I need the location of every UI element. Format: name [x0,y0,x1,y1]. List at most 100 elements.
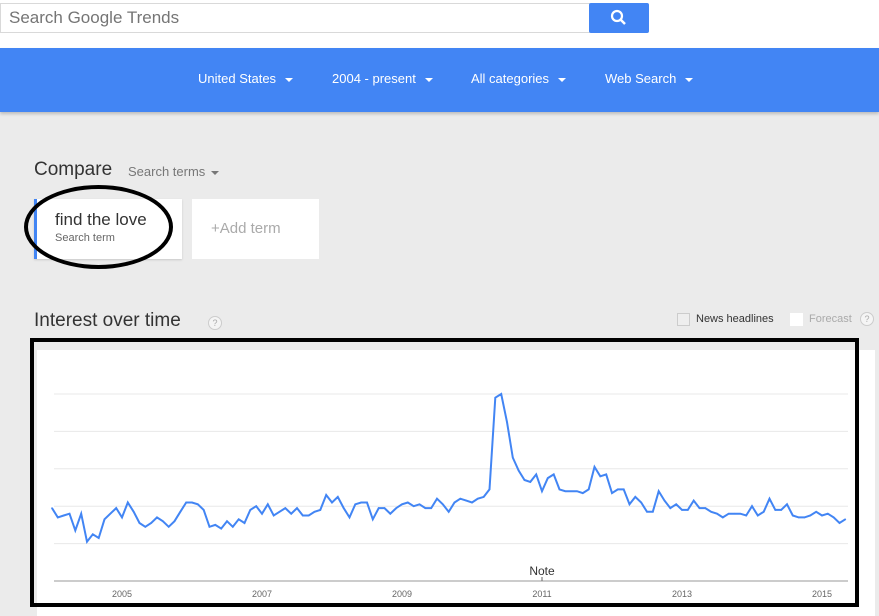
dropdown-caret-icon [211,170,220,175]
data-point [727,512,730,515]
data-point [389,512,392,515]
filter-time[interactable]: 2004 - present [332,71,433,86]
filter-category[interactable]: All categories [471,71,567,86]
data-point [792,514,794,517]
data-point [197,503,199,506]
forecast-help-icon[interactable]: ? [860,312,874,326]
data-point [267,503,269,506]
filter-label: Web Search [605,71,677,86]
data-point [809,514,812,517]
data-point [156,516,158,519]
data-point [815,511,817,513]
compare-title: Compare [34,159,113,180]
data-point [342,507,345,509]
data-point [512,456,514,459]
data-point [366,501,368,504]
data-point [214,524,217,526]
data-point [92,533,94,536]
data-point [535,473,537,476]
data-point [412,505,415,508]
search-input[interactable] [0,3,590,33]
data-point [191,501,193,504]
data-point [68,512,71,515]
data-point [704,507,707,509]
annotation-ellipse [24,185,173,269]
news-headlines-checkbox[interactable] [677,313,690,326]
data-point [173,520,176,522]
data-point [243,522,246,524]
data-point [652,511,654,513]
data-point [325,494,327,496]
data-point [745,514,747,517]
data-point [255,505,257,508]
data-point [302,514,304,517]
data-point [827,512,829,515]
data-point [395,507,397,509]
forecast-label: Forecast [809,313,852,325]
data-point [150,522,152,524]
data-point [80,512,82,515]
data-point [611,492,613,494]
data-point [226,520,228,522]
data-point [488,488,491,491]
data-point [698,507,701,509]
data-point [506,421,508,423]
news-headlines-label: News headlines [696,313,774,325]
data-point [319,509,322,511]
data-point [739,512,742,515]
forecast-checkbox[interactable] [790,313,803,326]
data-point [622,488,625,491]
data-point [296,507,298,509]
data-point [482,496,485,498]
data-point [202,509,205,511]
data-point [774,509,777,511]
search-icon [610,9,626,25]
dropdown-caret-icon [285,77,294,82]
dropdown-caret-icon [685,77,694,82]
add-term-button[interactable]: +Add term [192,199,319,259]
search-button[interactable] [589,3,649,33]
filter-search-type[interactable]: Web Search [605,71,694,86]
data-point [383,507,386,509]
data-point [523,479,526,481]
data-point [436,497,438,500]
data-point [821,514,823,517]
data-point [634,496,637,498]
data-point [424,507,427,509]
data-point [529,481,532,483]
data-point [751,505,753,508]
data-point [401,503,403,506]
data-point [803,516,806,519]
data-point [307,514,310,517]
data-point [564,490,567,493]
data-point [716,512,718,515]
data-point [138,522,141,524]
data-point [471,501,473,504]
data-point [768,497,771,500]
data-point [687,509,689,511]
data-point [593,466,596,468]
data-point [558,488,561,491]
data-point [605,473,607,476]
help-icon[interactable]: ? [208,316,222,330]
data-point [121,516,123,519]
data-point [663,499,666,502]
compare-mode-dropdown[interactable]: Search terms [128,164,220,179]
data-point [762,511,765,513]
data-point [797,516,800,519]
data-point [675,503,677,506]
data-point [722,516,724,519]
data-point [272,514,275,517]
data-point [109,512,112,515]
data-point [115,507,117,509]
data-point [838,522,841,524]
data-point [447,511,450,513]
data-point [132,511,135,513]
data-point [208,525,211,528]
data-point [179,511,182,513]
filter-region[interactable]: United States [198,71,294,86]
data-point [710,511,712,513]
data-point [453,501,456,504]
data-point [494,396,497,399]
